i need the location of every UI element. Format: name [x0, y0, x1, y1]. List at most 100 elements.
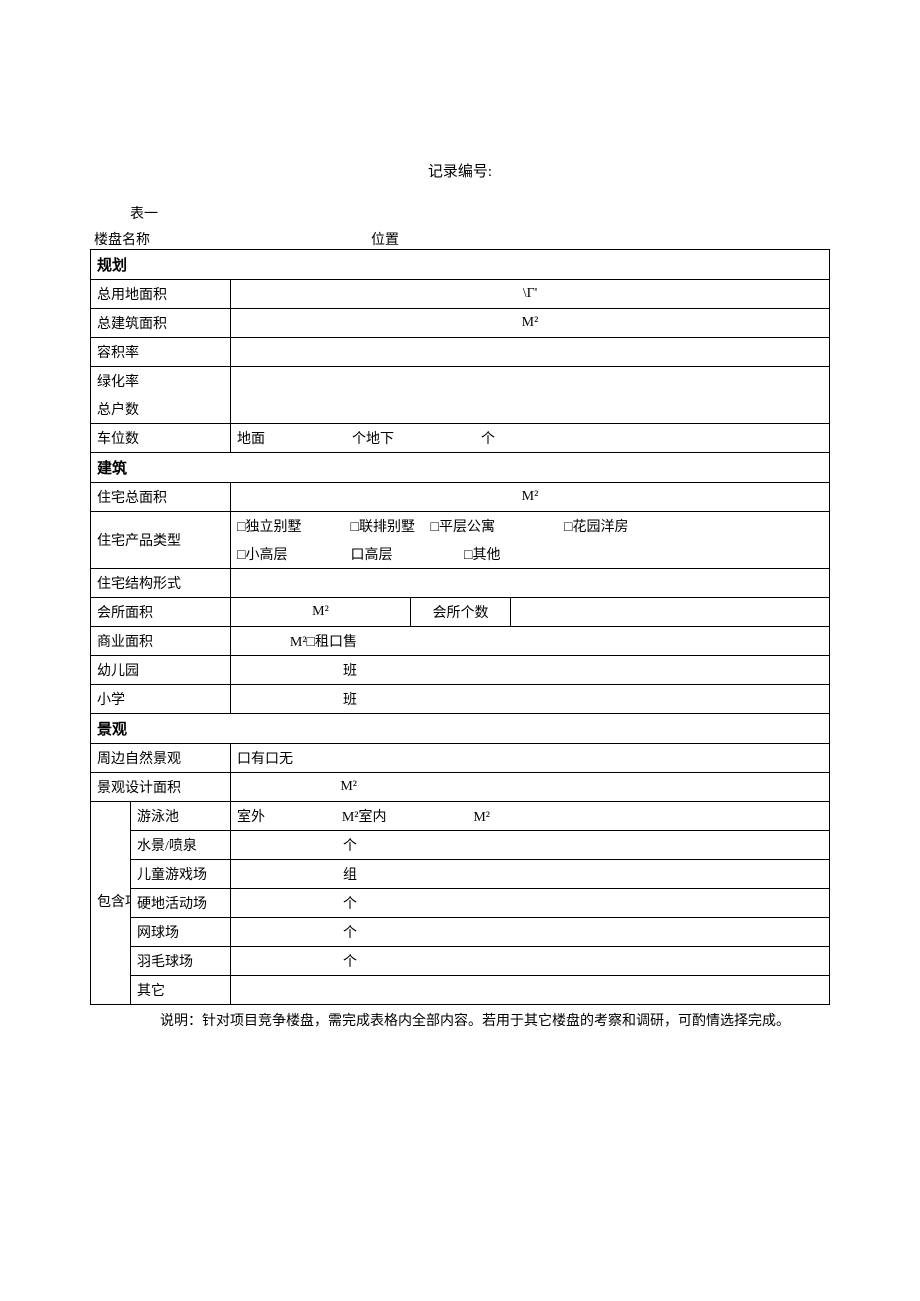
parking-ground-label: 地面 [237, 432, 265, 447]
pt-highrise[interactable]: 口高层 [351, 544, 461, 564]
club-area-value[interactable]: M² [231, 598, 411, 627]
table-row: 总户数 [91, 395, 830, 424]
badminton-unit: 个 [237, 951, 357, 971]
hardground-unit: 个 [237, 893, 357, 913]
primary-unit: 班 [237, 689, 357, 709]
table-row: 周边自然景观 口有口无 [91, 744, 830, 773]
pt-townhouse[interactable]: □联排别墅 [351, 516, 431, 536]
badminton-label: 羽毛球场 [131, 947, 231, 976]
product-type-row1[interactable]: □独立别墅 □联排别墅□平层公寓 □花园洋房 [231, 512, 830, 541]
fountain-value[interactable]: 个 [231, 831, 830, 860]
table-row: 住宅产品类型 □独立别墅 □联排别墅□平层公寓 □花园洋房 [91, 512, 830, 541]
playground-unit: 组 [237, 864, 357, 884]
table-row: 景观 [91, 714, 830, 744]
plot-ratio-label: 容积率 [91, 338, 231, 367]
tennis-label: 网球场 [131, 918, 231, 947]
pool-indoor-label: 室内 [359, 810, 387, 825]
section-planning: 规划 [91, 250, 830, 280]
table-row: 建筑 [91, 453, 830, 483]
table-row: 绿化率 [91, 367, 830, 396]
parking-ground-unit: 个 [352, 432, 366, 447]
include-label: 包含项目 [91, 802, 131, 1005]
record-number-label: 记录编号: [90, 160, 830, 181]
table-row: 羽毛球场 个 [91, 947, 830, 976]
commercial-inner: M²□租口售 [237, 631, 357, 651]
green-ratio-value[interactable] [231, 367, 830, 396]
footnote: 说明：针对项目竞争楼盘，需完成表格内全部内容。若用于其它楼盘的考察和调研，可酌情… [90, 1011, 830, 1033]
pt-midrise[interactable]: □小高层 [237, 544, 347, 564]
club-area-label: 会所面积 [91, 598, 231, 627]
total-households-label: 总户数 [91, 395, 231, 424]
res-area-label: 住宅总面积 [91, 483, 231, 512]
table-row: 包含项目 游泳池 室外 M²室内 M² [91, 802, 830, 831]
club-count-value[interactable] [511, 598, 830, 627]
table-row: 总建筑面积 M² [91, 309, 830, 338]
page: 记录编号: 表一 楼盘名称 位置 规划 总用地面积 \Γ' 总建筑面积 M² 容… [0, 0, 920, 1093]
kindergarten-value[interactable]: 班 [231, 656, 830, 685]
kindergarten-unit: 班 [237, 660, 357, 680]
playground-value[interactable]: 组 [231, 860, 830, 889]
land-area-value[interactable]: \Γ' [231, 280, 830, 309]
playground-label: 儿童游戏场 [131, 860, 231, 889]
pt-detached[interactable]: □独立别墅 [237, 516, 347, 536]
table-row: 住宅总面积 M² [91, 483, 830, 512]
table-row: 其它 [91, 976, 830, 1005]
commercial-value[interactable]: M²□租口售 [231, 627, 830, 656]
total-households-value[interactable] [231, 395, 830, 424]
pool-value[interactable]: 室外 M²室内 M² [231, 802, 830, 831]
table-row: 景观设计面积 M² [91, 773, 830, 802]
green-ratio-label: 绿化率 [91, 367, 231, 396]
table-row: 儿童游戏场 组 [91, 860, 830, 889]
section-building: 建筑 [91, 453, 830, 483]
table-row: 网球场 个 [91, 918, 830, 947]
fountain-label: 水景/喷泉 [131, 831, 231, 860]
pool-outdoor-unit: M² [269, 810, 359, 826]
parking-value[interactable]: 地面 个地下 个 [231, 424, 830, 453]
pool-label: 游泳池 [131, 802, 231, 831]
plot-ratio-value[interactable] [231, 338, 830, 367]
design-area-value[interactable]: M² [231, 773, 830, 802]
table-row: 幼儿园 班 [91, 656, 830, 685]
table-row: 商业面积 M²□租口售 [91, 627, 830, 656]
design-area-unit: M² [237, 779, 357, 795]
primary-value[interactable]: 班 [231, 685, 830, 714]
club-count-label: 会所个数 [411, 598, 511, 627]
pt-other[interactable]: □其他 [464, 548, 500, 563]
other-value[interactable] [231, 976, 830, 1005]
structure-label: 住宅结构形式 [91, 569, 231, 598]
primary-label: 小学 [91, 685, 231, 714]
tennis-value[interactable]: 个 [231, 918, 830, 947]
pt-garden[interactable]: □花园洋房 [564, 520, 628, 535]
badminton-value[interactable]: 个 [231, 947, 830, 976]
pt-flat[interactable]: □平层公寓 [431, 516, 561, 536]
design-area-label: 景观设计面积 [91, 773, 231, 802]
pool-outdoor-label: 室外 [237, 810, 265, 825]
header-line: 楼盘名称 位置 [90, 229, 830, 249]
table-row: 总用地面积 \Γ' [91, 280, 830, 309]
product-type-row2[interactable]: □小高层 口高层 □其他 [231, 540, 830, 569]
table-row: 水景/喷泉 个 [91, 831, 830, 860]
table-row: 规划 [91, 250, 830, 280]
pool-indoor-unit: M² [390, 810, 490, 826]
commercial-label: 商业面积 [91, 627, 231, 656]
property-name-label: 楼盘名称 [94, 229, 154, 249]
build-area-unit[interactable]: M² [231, 309, 830, 338]
tennis-unit: 个 [237, 922, 357, 942]
parking-label: 车位数 [91, 424, 231, 453]
table-row: 小学 班 [91, 685, 830, 714]
natural-value[interactable]: 口有口无 [231, 744, 830, 773]
fountain-unit: 个 [237, 835, 357, 855]
table-row: 车位数 地面 个地下 个 [91, 424, 830, 453]
parking-under-label: 地下 [366, 432, 394, 447]
land-area-label: 总用地面积 [91, 280, 231, 309]
table-row: 会所面积 M² 会所个数 [91, 598, 830, 627]
structure-value[interactable] [231, 569, 830, 598]
kindergarten-label: 幼儿园 [91, 656, 231, 685]
parking-under-unit: 个 [481, 432, 495, 447]
natural-label: 周边自然景观 [91, 744, 231, 773]
hardground-value[interactable]: 个 [231, 889, 830, 918]
table-row: 硬地活动场 个 [91, 889, 830, 918]
location-label: 位置 [371, 229, 411, 249]
hardground-label: 硬地活动场 [131, 889, 231, 918]
res-area-value[interactable]: M² [231, 483, 830, 512]
